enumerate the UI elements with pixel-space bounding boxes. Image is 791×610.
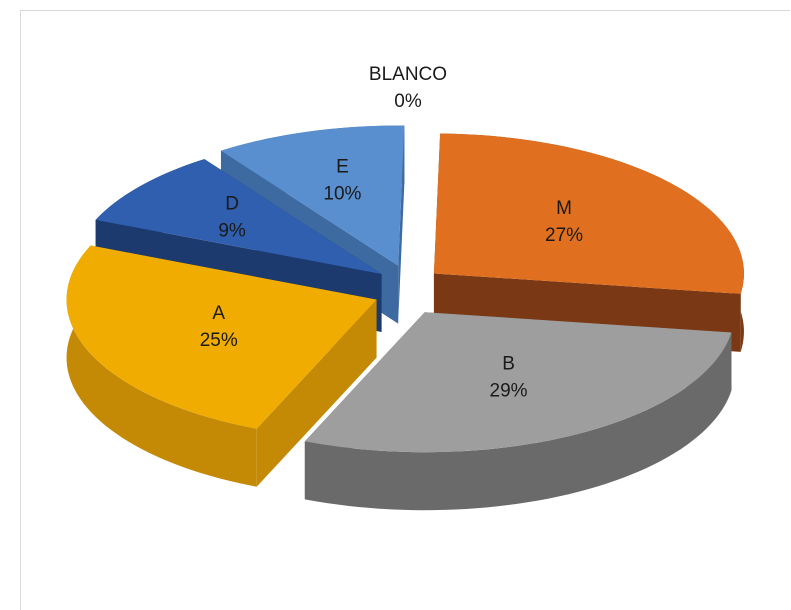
slice-value-a: 25% xyxy=(200,330,238,351)
slice-value-e: 10% xyxy=(323,184,361,205)
slice-label-m: M xyxy=(556,198,572,219)
slice-label-e: E xyxy=(336,157,349,178)
slice-label-b: B xyxy=(502,353,515,374)
slice-d xyxy=(95,159,382,274)
slice-a xyxy=(66,245,377,429)
slice-value-d: 9% xyxy=(218,220,246,241)
slice-value-m: 27% xyxy=(545,225,583,246)
slice-value-blanco: 0% xyxy=(394,91,422,112)
slice-value-b: 29% xyxy=(490,380,528,401)
slice-label-blanco: BLANCO xyxy=(369,64,447,85)
slice-label-d: D xyxy=(225,193,239,214)
slice-label-a: A xyxy=(212,303,225,324)
slice-e xyxy=(220,125,405,266)
chart-area xyxy=(20,10,790,610)
slice-b xyxy=(304,312,732,453)
slice-m xyxy=(433,133,744,294)
